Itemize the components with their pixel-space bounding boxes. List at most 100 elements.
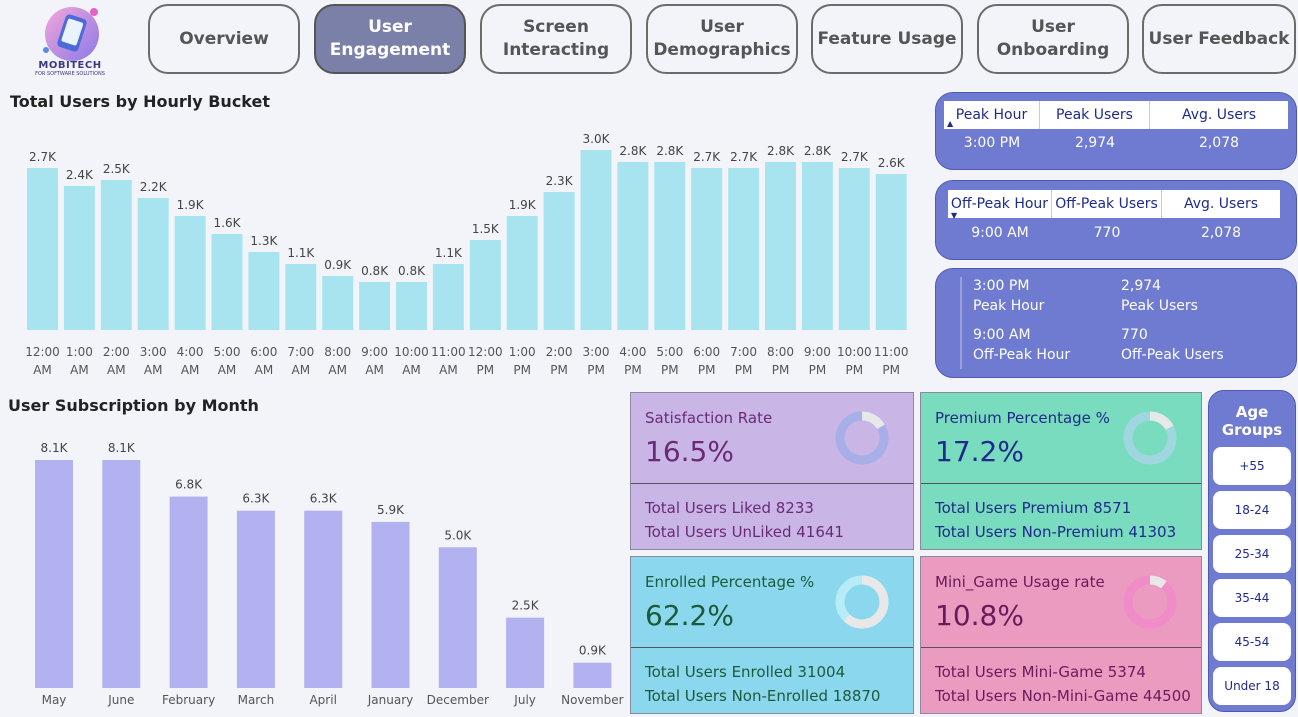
hourly-tick-ampm: PM: [587, 363, 605, 377]
monthly-data-label: 6.3K: [242, 492, 270, 506]
hourly-data-label: 2.4K: [66, 168, 94, 182]
off-peak-avg-users-header[interactable]: Avg. Users: [1183, 196, 1259, 212]
hourly-bar[interactable]: [838, 168, 870, 330]
avg-users-header[interactable]: Avg. Users: [1181, 107, 1257, 123]
users-enrolled: Total Users Enrolled 31004: [645, 663, 846, 681]
off-peak-hour-value: 9:00 AM: [971, 225, 1029, 241]
hourly-bar[interactable]: [137, 198, 169, 330]
monthly-bar[interactable]: [573, 662, 612, 688]
age-group-35-44[interactable]: 35-44: [1213, 579, 1291, 617]
tab-user-onboarding[interactable]: User Onboarding: [977, 4, 1129, 74]
hourly-tick-label: 3:00: [140, 345, 167, 359]
age-groups-title: Age Groups: [1221, 403, 1283, 439]
hourly-bar[interactable]: [63, 186, 95, 330]
hourly-data-label: 0.9K: [324, 258, 352, 272]
hourly-bar[interactable]: [728, 168, 760, 330]
hourly-bar[interactable]: [875, 174, 907, 330]
age-group-55-plus[interactable]: +55: [1213, 447, 1291, 485]
monthly-tick-label: July: [513, 693, 536, 707]
summary-peak-hour-value: 3:00 PM: [973, 278, 1030, 294]
peak-users-header[interactable]: Peak Users: [1040, 101, 1150, 129]
monthly-bar[interactable]: [438, 547, 477, 688]
hourly-bar[interactable]: [765, 162, 796, 330]
hourly-tick-label: 5:00: [214, 345, 241, 359]
age-group-45-54[interactable]: 45-54: [1213, 623, 1291, 661]
peak-users-value: 2,974: [1074, 135, 1116, 151]
hourly-tick-ampm: AM: [365, 363, 384, 377]
age-groups-slicer: Age Groups +55 18-24 25-34 35-44 45-54 U…: [1208, 390, 1296, 712]
hourly-bar[interactable]: [359, 282, 391, 330]
hourly-tick-label: 10:00: [394, 345, 429, 359]
off-peak-users-header[interactable]: Off-Peak Users: [1052, 190, 1162, 218]
tab-screen-interacting[interactable]: Screen Interacting: [480, 4, 632, 74]
monthly-data-label: 5.0K: [444, 528, 472, 542]
hourly-bar[interactable]: [543, 192, 575, 330]
peak-table-header: Peak Hour ▲ Peak Users Avg. Users: [944, 101, 1288, 129]
tab-overview[interactable]: Overview: [148, 4, 300, 74]
mini-game-donut-icon: [1123, 575, 1177, 629]
hourly-bar[interactable]: [506, 216, 538, 330]
hourly-bar[interactable]: [100, 180, 132, 330]
summary-peak-hour: 3:00 PM Peak Hour: [973, 276, 1044, 316]
hourly-tick-ampm: PM: [624, 363, 642, 377]
avg-users-value: 2,078: [1198, 135, 1240, 151]
hourly-bar[interactable]: [469, 240, 501, 330]
hourly-tick-ampm: AM: [33, 363, 52, 377]
monthly-data-label: 2.5K: [512, 599, 540, 613]
hourly-data-label: 2.8K: [804, 144, 832, 158]
tab-user-feedback[interactable]: User Feedback: [1142, 4, 1296, 74]
tab-feature-usage[interactable]: Feature Usage: [811, 4, 963, 74]
monthly-bar[interactable]: [169, 496, 208, 688]
hourly-data-label: 2.7K: [841, 150, 869, 164]
summary-peak-users: 2,974 Peak Users: [1121, 276, 1198, 316]
summary-peak-hour-label: Peak Hour: [973, 298, 1045, 314]
hourly-tick-ampm: PM: [698, 363, 716, 377]
hourly-tick-label: 11:00: [431, 345, 466, 359]
monthly-bar[interactable]: [506, 617, 545, 688]
monthly-bar[interactable]: [102, 460, 141, 688]
tab-user-engagement[interactable]: User Engagement: [314, 4, 466, 74]
card-divider: [631, 647, 913, 648]
age-group-25-34[interactable]: 25-34: [1213, 535, 1291, 573]
hourly-tick-label: 4:00: [619, 345, 646, 359]
card-divider: [921, 647, 1201, 648]
hourly-tick-ampm: PM: [772, 363, 790, 377]
age-group-18-24[interactable]: 18-24: [1213, 491, 1291, 529]
off-peak-table-row: 9:00 AM 770 2,078: [948, 225, 1280, 241]
satisfaction-donut-icon: [835, 411, 889, 465]
hourly-bar[interactable]: [617, 162, 649, 330]
monthly-bar[interactable]: [371, 521, 410, 688]
hourly-bar[interactable]: [322, 276, 354, 330]
monthly-bar[interactable]: [304, 510, 343, 688]
hourly-bar[interactable]: [801, 162, 833, 330]
mini-game-usage-card: Mini_Game Usage rate 10.8% Total Users M…: [920, 556, 1202, 714]
hourly-tick-label: 8:00: [767, 345, 794, 359]
monthly-tick-label: March: [238, 693, 275, 707]
monthly-chart-title: User Subscription by Month: [8, 396, 259, 415]
hourly-bar[interactable]: [248, 252, 280, 330]
age-group-under-18[interactable]: Under 18: [1213, 667, 1291, 705]
hourly-tick-label: 9:00: [361, 345, 388, 359]
hourly-bar[interactable]: [691, 168, 723, 330]
hourly-bar[interactable]: [285, 264, 317, 330]
hourly-bar[interactable]: [396, 282, 427, 330]
hourly-bar[interactable]: [432, 264, 464, 330]
hourly-bar[interactable]: [211, 234, 243, 330]
hourly-bar[interactable]: [654, 162, 686, 330]
off-peak-hour-header[interactable]: Off-Peak Hour ▼: [948, 190, 1052, 220]
summary-off-hour: 9:00 AM Off-Peak Hour: [973, 325, 1070, 365]
monthly-bar[interactable]: [35, 460, 73, 688]
hourly-tick-label: 11:00: [874, 345, 909, 359]
hourly-tick-ampm: AM: [402, 363, 421, 377]
monthly-bar[interactable]: [236, 510, 275, 688]
summary-off-users: 770 Off-Peak Users: [1121, 325, 1224, 365]
hourly-data-label: 1.6K: [214, 216, 242, 230]
hourly-bar[interactable]: [580, 150, 612, 330]
users-mini-game: Total Users Mini-Game 5374: [935, 663, 1146, 681]
peak-hour-header[interactable]: Peak Hour ▲: [944, 101, 1040, 129]
hourly-data-label: 1.9K: [177, 198, 205, 212]
hourly-bar[interactable]: [174, 216, 206, 330]
tab-user-demographics[interactable]: User Demographics: [646, 4, 798, 74]
hourly-bar[interactable]: [27, 168, 58, 330]
hourly-tick-label: 6:00: [250, 345, 277, 359]
